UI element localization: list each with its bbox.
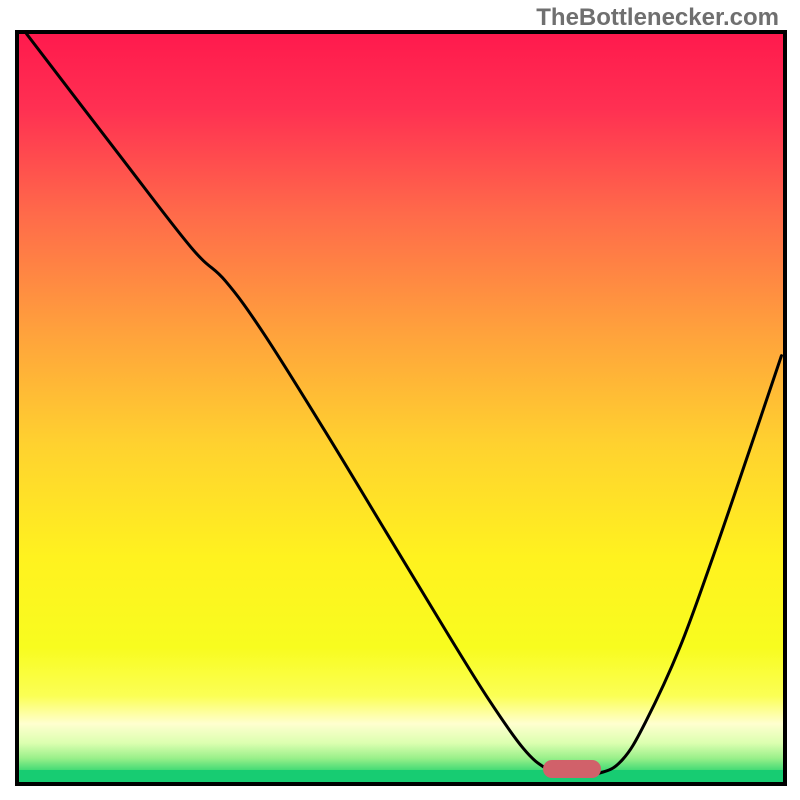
curve-path (27, 34, 782, 775)
watermark-label: TheBottlenecker.com (536, 4, 779, 32)
optimal-point-indicator (543, 760, 601, 778)
chart-frame (15, 30, 787, 786)
bottleneck-curve (19, 34, 783, 782)
